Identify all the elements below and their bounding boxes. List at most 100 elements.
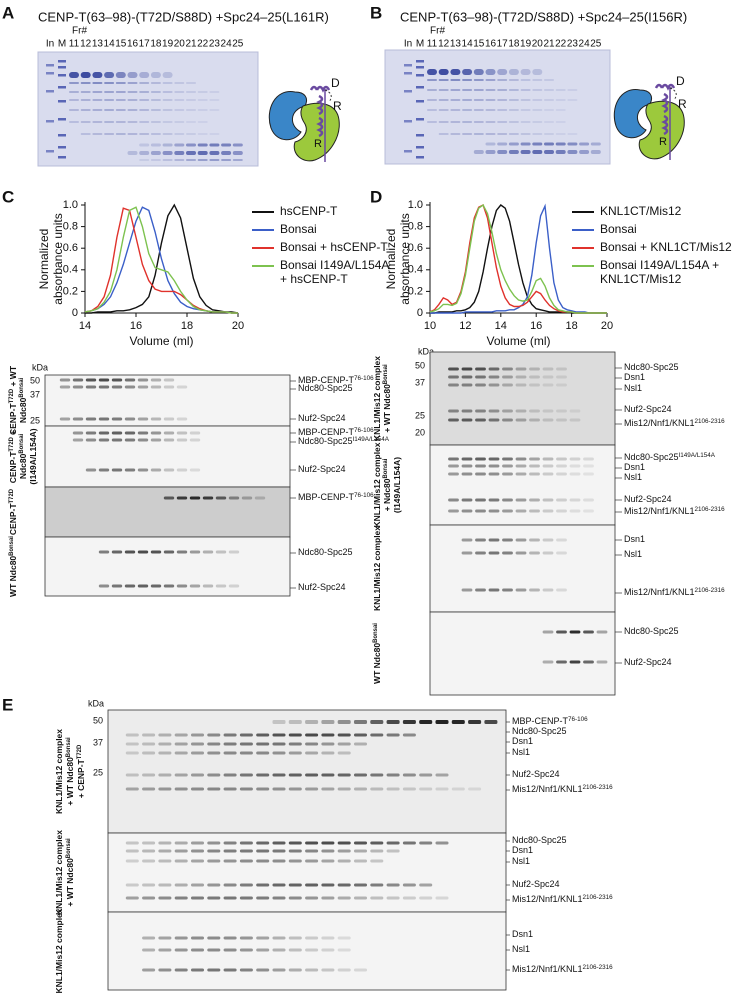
marker-label: 50 bbox=[415, 360, 425, 370]
gel-band bbox=[174, 151, 185, 155]
gel-band bbox=[386, 883, 400, 887]
legend-label: hsCENP-T bbox=[280, 204, 338, 218]
band-label: Nsl1 bbox=[624, 472, 642, 482]
x-axis-label: Volume (ml) bbox=[486, 334, 550, 348]
gel-band bbox=[402, 896, 416, 900]
gel-band bbox=[337, 936, 351, 940]
gel-band bbox=[92, 72, 103, 78]
gel-band bbox=[150, 417, 162, 421]
text-part: (I149A/L154A) bbox=[28, 428, 38, 484]
gel-band bbox=[370, 841, 384, 845]
gel-band bbox=[567, 142, 578, 146]
gel-band bbox=[448, 375, 459, 379]
gel-band bbox=[529, 383, 540, 387]
gel-band bbox=[555, 109, 566, 111]
ladder-band bbox=[58, 156, 66, 159]
gel-band bbox=[239, 936, 253, 940]
gel-band bbox=[451, 720, 465, 724]
gel-band bbox=[137, 378, 149, 382]
y-tick-label: 0 bbox=[417, 307, 423, 319]
gel-band bbox=[125, 751, 139, 755]
gel-band bbox=[386, 849, 400, 853]
cartoon-label: D bbox=[331, 76, 340, 90]
gel-band bbox=[162, 121, 173, 123]
gel-band bbox=[583, 464, 594, 468]
gel-band bbox=[402, 720, 416, 724]
gel-band bbox=[125, 883, 139, 887]
gel-band bbox=[72, 378, 84, 382]
gel-band bbox=[127, 121, 138, 123]
gel-band bbox=[115, 99, 126, 101]
gel-band bbox=[288, 883, 302, 887]
panel-title: CENP-T(63–98)-(T72D/S88D) +Spc24–25(L161… bbox=[38, 9, 329, 24]
gel-band bbox=[189, 550, 201, 554]
fraction-label: Fr# bbox=[72, 26, 87, 37]
gel-band bbox=[158, 849, 172, 853]
gel-band bbox=[305, 859, 319, 863]
gel-band bbox=[448, 409, 459, 413]
text-part: Nuf2-Spc24 bbox=[624, 657, 672, 667]
gel-band bbox=[556, 367, 567, 371]
gel-band bbox=[239, 742, 253, 746]
gel-band bbox=[321, 968, 335, 972]
gel-band bbox=[150, 385, 162, 389]
gel-band bbox=[69, 82, 79, 84]
gel-band bbox=[520, 109, 531, 111]
row-label: Ndc80Bonsai bbox=[18, 433, 28, 479]
x-tick-label: 14 bbox=[79, 320, 91, 332]
gel-band bbox=[556, 660, 567, 664]
gel-band bbox=[542, 367, 554, 371]
gel-band bbox=[72, 417, 84, 421]
y-tick-label: 0.4 bbox=[63, 264, 78, 276]
gel-band bbox=[305, 733, 319, 737]
gel-band bbox=[529, 472, 540, 476]
gel-band bbox=[305, 720, 319, 724]
text-part: Ndc80 bbox=[18, 453, 28, 479]
gel-band bbox=[142, 883, 156, 887]
text-part: Nuf2-Spc24 bbox=[624, 494, 672, 504]
gel-band bbox=[228, 496, 240, 500]
lane-label: 18 bbox=[150, 39, 162, 50]
text-part: WT Ndc80 bbox=[372, 643, 382, 684]
gel-band bbox=[239, 896, 253, 900]
gel-band bbox=[189, 496, 201, 500]
gel-band bbox=[461, 472, 473, 476]
gel-band bbox=[542, 509, 554, 513]
text-part: Ndc80-Spc25 bbox=[624, 626, 679, 636]
gel-band bbox=[590, 142, 601, 146]
lane-label: M bbox=[58, 39, 66, 50]
gel-band bbox=[228, 584, 240, 588]
row-label: CENP-TT72D + bbox=[8, 430, 18, 484]
gel-band bbox=[232, 159, 243, 161]
gel-band bbox=[529, 498, 540, 502]
gel-band bbox=[150, 159, 161, 161]
text-part: CENP-T bbox=[8, 403, 18, 435]
gel-band bbox=[209, 133, 220, 135]
gel-band bbox=[569, 409, 581, 413]
gel-band bbox=[461, 457, 473, 461]
gel-band bbox=[150, 143, 161, 147]
gel-band bbox=[92, 99, 103, 101]
gel-band bbox=[142, 841, 156, 845]
text-part: + bbox=[8, 430, 18, 437]
gel-band bbox=[98, 468, 110, 472]
band-label: Nuf2-Spc24 bbox=[298, 464, 346, 474]
gel-band bbox=[438, 99, 449, 101]
gel-band bbox=[98, 550, 110, 554]
gel-band bbox=[475, 457, 486, 461]
gel-band bbox=[508, 142, 519, 146]
row-label: Ndc80Bonsai bbox=[18, 377, 28, 423]
gel-band bbox=[85, 378, 97, 382]
gel-band bbox=[488, 375, 500, 379]
gel-band bbox=[124, 431, 136, 435]
gel-band bbox=[124, 438, 136, 442]
gel-band bbox=[207, 948, 221, 952]
gel-band bbox=[450, 99, 461, 101]
gel-band bbox=[435, 896, 449, 900]
gel-band bbox=[197, 159, 208, 161]
gel-band bbox=[529, 457, 540, 461]
gel-band bbox=[223, 849, 237, 853]
gel-band bbox=[370, 883, 384, 887]
gel-band bbox=[448, 509, 459, 513]
gel-band bbox=[207, 859, 221, 863]
